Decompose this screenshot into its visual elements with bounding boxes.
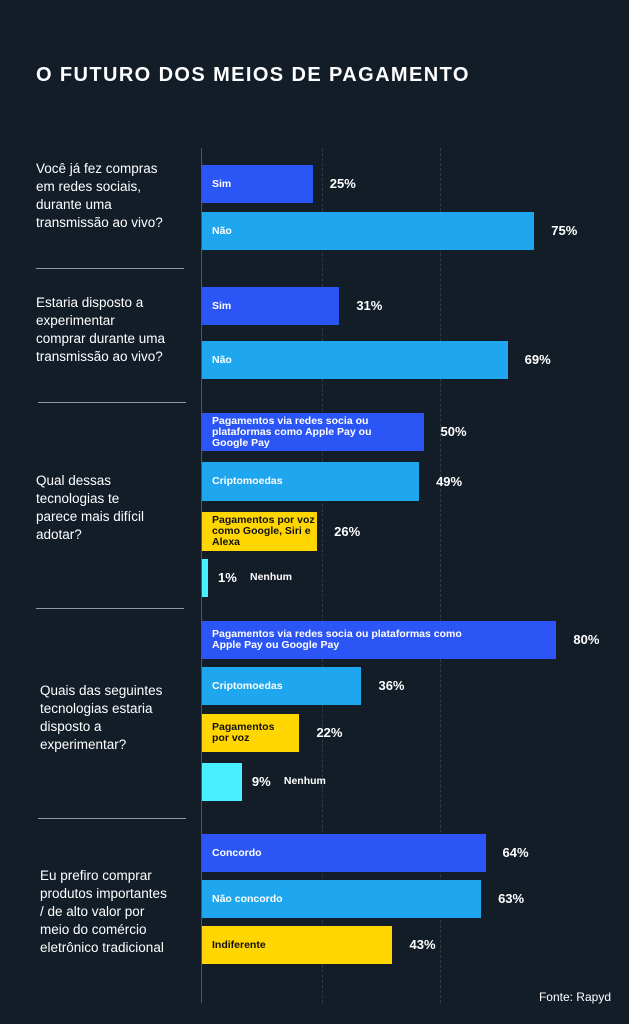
value-label: 43% [409, 937, 436, 952]
bar-label: Pagamentos por voz [212, 721, 275, 744]
bar-label: Não [212, 353, 232, 366]
value-label: 64% [502, 845, 529, 860]
bar-label-nenhum: Nenhum [283, 775, 326, 787]
gridline [322, 148, 323, 1003]
value-label: 26% [334, 523, 361, 539]
bar-label: Concordo [212, 846, 262, 859]
value-label: 31% [356, 298, 383, 313]
bar-label: Não concordo [212, 892, 283, 905]
bar-label: Sim [212, 299, 232, 312]
bar-label: Sim [212, 177, 232, 190]
bar-n-o-concordo [202, 880, 482, 918]
bar-label: Pagamentos por voz como Google, Siri e A… [212, 514, 315, 548]
bar-concordo [202, 834, 486, 872]
bar-sim [202, 165, 313, 203]
gridline [440, 148, 441, 1003]
bar-label-nenhum: Nenhum [250, 571, 292, 583]
value-label: 22% [316, 725, 343, 740]
bar-n-o [202, 212, 535, 250]
value-label: 80% [573, 632, 600, 647]
bar-n-o [202, 341, 508, 379]
bar-indiferente [202, 926, 393, 964]
bar-nenhum [202, 763, 242, 801]
value-label: 63% [498, 891, 525, 906]
value-label: 49% [436, 473, 463, 489]
value-label: 36% [378, 678, 405, 693]
bar-label: Pagamentos via redes socia ou plataforma… [212, 628, 462, 651]
bar-label: Indiferente [212, 938, 266, 951]
question-label: Estaria disposto a experimentar comprar … [36, 295, 166, 364]
section-divider [38, 402, 186, 403]
bar-pagamentos-via-redes-socia-ou-plataformas-como [202, 621, 557, 659]
question-label: Quais das seguintes tecnologias estaria … [40, 683, 163, 752]
section-divider [36, 608, 184, 609]
question-label: Eu prefiro comprar produtos importantes … [40, 868, 167, 955]
source-note: Fonte: Rapyd [538, 990, 611, 1004]
bar-label: Criptomoedas [212, 679, 283, 692]
value-label: 75% [551, 223, 578, 238]
chart-title: O FUTURO DOS MEIOS DE PAGAMENTO [36, 64, 470, 86]
bar-nenhum [202, 559, 208, 597]
section-divider [36, 268, 184, 269]
bar-pagamentos [202, 714, 300, 752]
value-label: 50% [440, 424, 467, 439]
question-label: Qual dessas tecnologias te parece mais d… [36, 473, 145, 542]
value-label: 69% [524, 352, 551, 367]
bar-sim [202, 287, 340, 325]
y-axis-line [201, 148, 202, 1003]
bar-label: Não [212, 224, 232, 237]
bar-label: Pagamentos via redes socia ou plataforma… [212, 414, 372, 449]
question-label: Você já fez compras em redes sociais, du… [36, 161, 163, 230]
value-label: 9% [251, 774, 271, 789]
bar-criptomoedas [202, 462, 420, 501]
bar-label: Criptomoedas [212, 475, 283, 487]
value-label: 1% [218, 570, 237, 585]
section-divider [38, 818, 186, 819]
bar-criptomoedas [202, 667, 362, 705]
value-label: 25% [329, 176, 356, 191]
bar-pagamentos-por-voz [202, 512, 318, 551]
bar-pagamentos-via-redes-socia-ou [202, 413, 424, 451]
